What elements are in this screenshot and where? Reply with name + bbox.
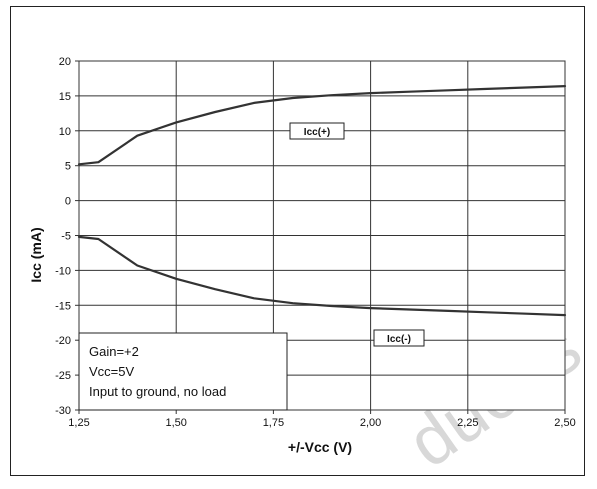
annotation-vcc: Vcc=5V	[89, 364, 134, 379]
x-tick-label: 1,50	[165, 417, 186, 429]
series-lines	[77, 84, 567, 317]
x-axis-title: +/-Vcc (V)	[288, 439, 352, 455]
y-tick-label: 0	[65, 196, 71, 208]
annotation-gain: Gain=+2	[89, 344, 139, 359]
y-tick-label: -25	[55, 370, 71, 382]
series-label-box-neg	[373, 329, 425, 347]
x-tick-label: 2,50	[554, 417, 575, 429]
y-axis-tick-labels: 20 15 10 5 0 -5 -10 -15 -20 -25 -30	[55, 56, 71, 417]
series-label-icc-plus: Icc(+)	[304, 127, 330, 138]
y-tick-label: 20	[59, 56, 71, 68]
y-tick-label: 15	[59, 91, 71, 103]
x-tick-label: 1,75	[263, 417, 284, 429]
y-tick-label: 5	[65, 161, 71, 173]
y-tick-label: 10	[59, 126, 71, 138]
series-line-icc-minus	[77, 235, 567, 317]
x-tick-label: 2,25	[457, 417, 478, 429]
annotation-box	[78, 332, 288, 411]
series-label-icc-minus: Icc(-)	[387, 334, 411, 345]
series-line-icc-plus	[77, 84, 567, 166]
y-tick-label: -30	[55, 405, 71, 417]
x-axis-tick-labels: 1,25 1,50 1,75 2,00 2,25 2,50	[68, 417, 575, 429]
y-tick-label: -10	[55, 265, 71, 277]
y-tick-label: -20	[55, 335, 71, 347]
x-tick-label: 1,25	[68, 417, 89, 429]
series-label-box-pos	[289, 122, 345, 140]
y-tick-label: -15	[55, 300, 71, 312]
y-tick-label: -5	[61, 231, 71, 243]
x-tick-label: 2,00	[360, 417, 381, 429]
y-axis-title: Icc (mA)	[28, 227, 44, 282]
annotation-input: Input to ground, no load	[89, 384, 226, 399]
